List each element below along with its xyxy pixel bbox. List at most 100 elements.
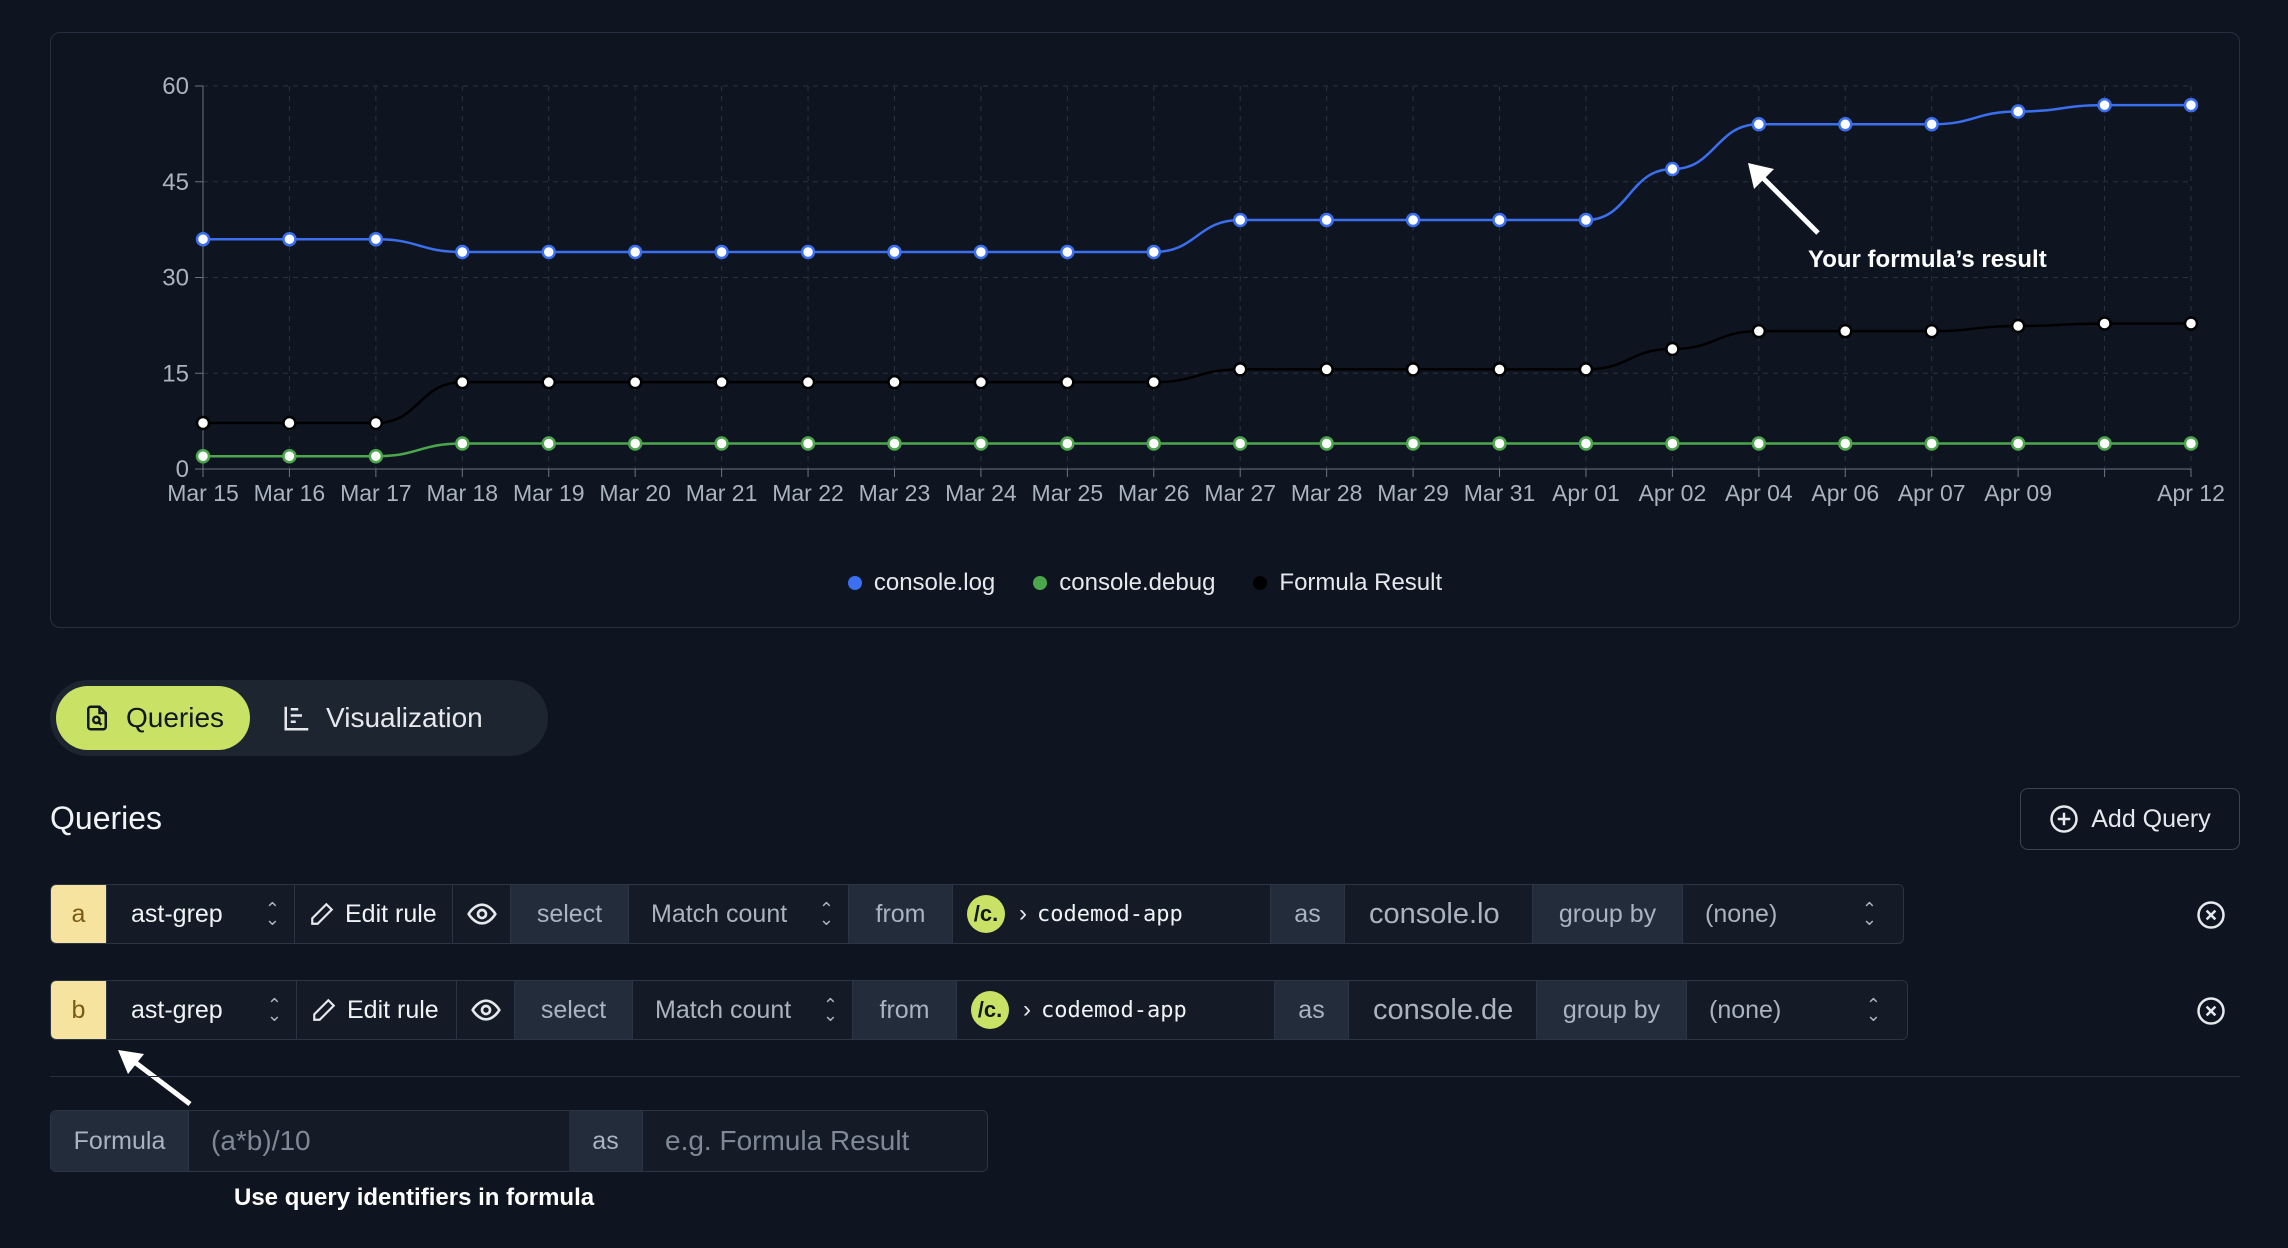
query-row-b: b ast-grep ⌃ ⌄ Edit rule select Match cou… [50, 980, 1908, 1040]
data-point [1319, 362, 1334, 377]
data-point [1838, 436, 1853, 451]
group-by-select[interactable]: (none) ⌃ ⌄ [1687, 981, 1907, 1039]
annotation-query-identifiers: Use query identifiers in formula [234, 1184, 595, 1211]
x-tick-label: Mar 19 [513, 480, 585, 506]
chevron-right-icon: › [1019, 900, 1027, 927]
codemod-logo-icon: /c. [967, 895, 1005, 933]
y-tick-label: 30 [162, 265, 189, 292]
metric-select[interactable]: Match count ⌃ ⌄ [629, 885, 849, 943]
data-point [1665, 436, 1680, 451]
engine-select[interactable]: ast-grep ⌃ ⌄ [107, 885, 295, 943]
source-picker[interactable]: /c. › codemod-app [957, 981, 1275, 1039]
group-by-label: group by [1537, 981, 1687, 1039]
add-query-button[interactable]: Add Query [2020, 788, 2240, 850]
remove-query-b-icon[interactable] [2196, 996, 2226, 1026]
divider [50, 1076, 2240, 1077]
x-tick-label: Mar 28 [1291, 480, 1363, 506]
view-tabs: Queries Visualization [50, 680, 548, 756]
select-label: select [511, 885, 629, 943]
data-point [2010, 318, 2026, 334]
alias-input[interactable]: console.lo [1345, 885, 1533, 943]
source-value: codemod-app [1037, 901, 1183, 927]
data-point [541, 436, 556, 451]
legend-item-console-debug[interactable]: console.debug [1033, 569, 1215, 597]
data-point [2183, 97, 2199, 113]
engine-value: ast-grep [131, 995, 223, 1024]
data-point [1838, 323, 1853, 339]
y-tick-label: 60 [162, 73, 189, 100]
chart-card: 0 15 30 45 60 Mar 15 Mar 16 Mar 17 Mar 18 Mar 19 M… [50, 32, 2240, 628]
query-identifier: a [51, 885, 107, 943]
data-point [368, 415, 384, 431]
data-point [1405, 436, 1421, 451]
x-tick-label: Mar 18 [427, 480, 499, 506]
annotation-arrow-icon [1748, 163, 1820, 235]
metric-value: Match count [651, 899, 788, 928]
tab-label: Queries [126, 702, 225, 733]
tab-queries[interactable]: Queries [56, 686, 251, 750]
legend-label: Formula Result [1279, 569, 1443, 596]
query-row-a: a ast-grep ⌃ ⌄ Edit rule select Match cou… [50, 884, 1904, 944]
data-point [455, 374, 470, 390]
edit-rule-button[interactable]: Edit rule [295, 885, 453, 943]
engine-select[interactable]: ast-grep ⌃ ⌄ [107, 981, 297, 1039]
remove-query-a-icon[interactable] [2196, 900, 2226, 930]
data-point [800, 244, 816, 260]
legend-dot [847, 576, 862, 590]
y-tick-label: 45 [162, 169, 189, 196]
metric-select[interactable]: Match count ⌃ ⌄ [633, 981, 853, 1039]
add-query-label: Add Query [2091, 804, 2211, 833]
source-picker[interactable]: /c. › codemod-app [953, 885, 1271, 943]
preview-toggle[interactable] [457, 981, 515, 1039]
data-point [973, 436, 989, 451]
formula-row: Formula as [50, 1110, 988, 1172]
data-point [2097, 316, 2112, 331]
alias-input[interactable]: console.dе [1349, 981, 1537, 1039]
x-tick-label: Mar 21 [686, 480, 758, 506]
group-by-label: group by [1533, 885, 1683, 943]
formula-alias-cell [643, 1111, 987, 1171]
tab-visualization[interactable]: Visualization [256, 686, 509, 750]
data-point [1751, 323, 1767, 339]
data-point [368, 231, 384, 247]
x-tick-label: Mar 29 [1377, 480, 1449, 506]
chevron-right-icon: › [1023, 996, 1031, 1023]
group-by-select[interactable]: (none) ⌃ ⌄ [1683, 885, 1903, 943]
data-point [627, 374, 643, 390]
formula-alias-input[interactable] [643, 1111, 987, 1171]
data-point [368, 448, 384, 464]
data-point [455, 244, 470, 260]
data-point [455, 436, 470, 451]
legend-item-formula-result[interactable]: Formula Result [1253, 569, 1442, 597]
edit-rule-label: Edit rule [345, 899, 437, 928]
data-point [2010, 104, 2026, 119]
data-point [282, 448, 297, 464]
x-tick-label: Apr 01 [1552, 480, 1620, 506]
x-tick-label: Apr 07 [1898, 480, 1966, 506]
data-point [2183, 316, 2199, 331]
data-point [714, 436, 729, 451]
data-point [1492, 436, 1507, 451]
metric-value: Match count [655, 995, 792, 1024]
formula-label: Formula [51, 1111, 189, 1171]
data-point [800, 374, 816, 390]
x-tick-label: Mar 24 [945, 480, 1017, 506]
x-tick-label: Apr 06 [1811, 480, 1879, 506]
data-point [1838, 117, 1853, 132]
edit-rule-button[interactable]: Edit rule [297, 981, 457, 1039]
preview-toggle[interactable] [453, 885, 511, 943]
formula-as-label: as [569, 1111, 643, 1171]
formula-input[interactable] [189, 1111, 569, 1171]
select-arrows-icon: ⌃ ⌄ [822, 995, 838, 1025]
data-point [714, 244, 729, 260]
data-point [1492, 362, 1507, 377]
x-tick-label: Mar 31 [1464, 480, 1536, 506]
data-point [627, 436, 643, 451]
tab-label: Visualization [326, 702, 483, 733]
pencil-icon [313, 998, 336, 1021]
chart-icon [284, 706, 309, 731]
eye-icon [466, 903, 497, 925]
data-point [195, 448, 211, 464]
legend-item-console-log[interactable]: console.log [847, 569, 995, 597]
series-line-console-log [202, 103, 2191, 254]
